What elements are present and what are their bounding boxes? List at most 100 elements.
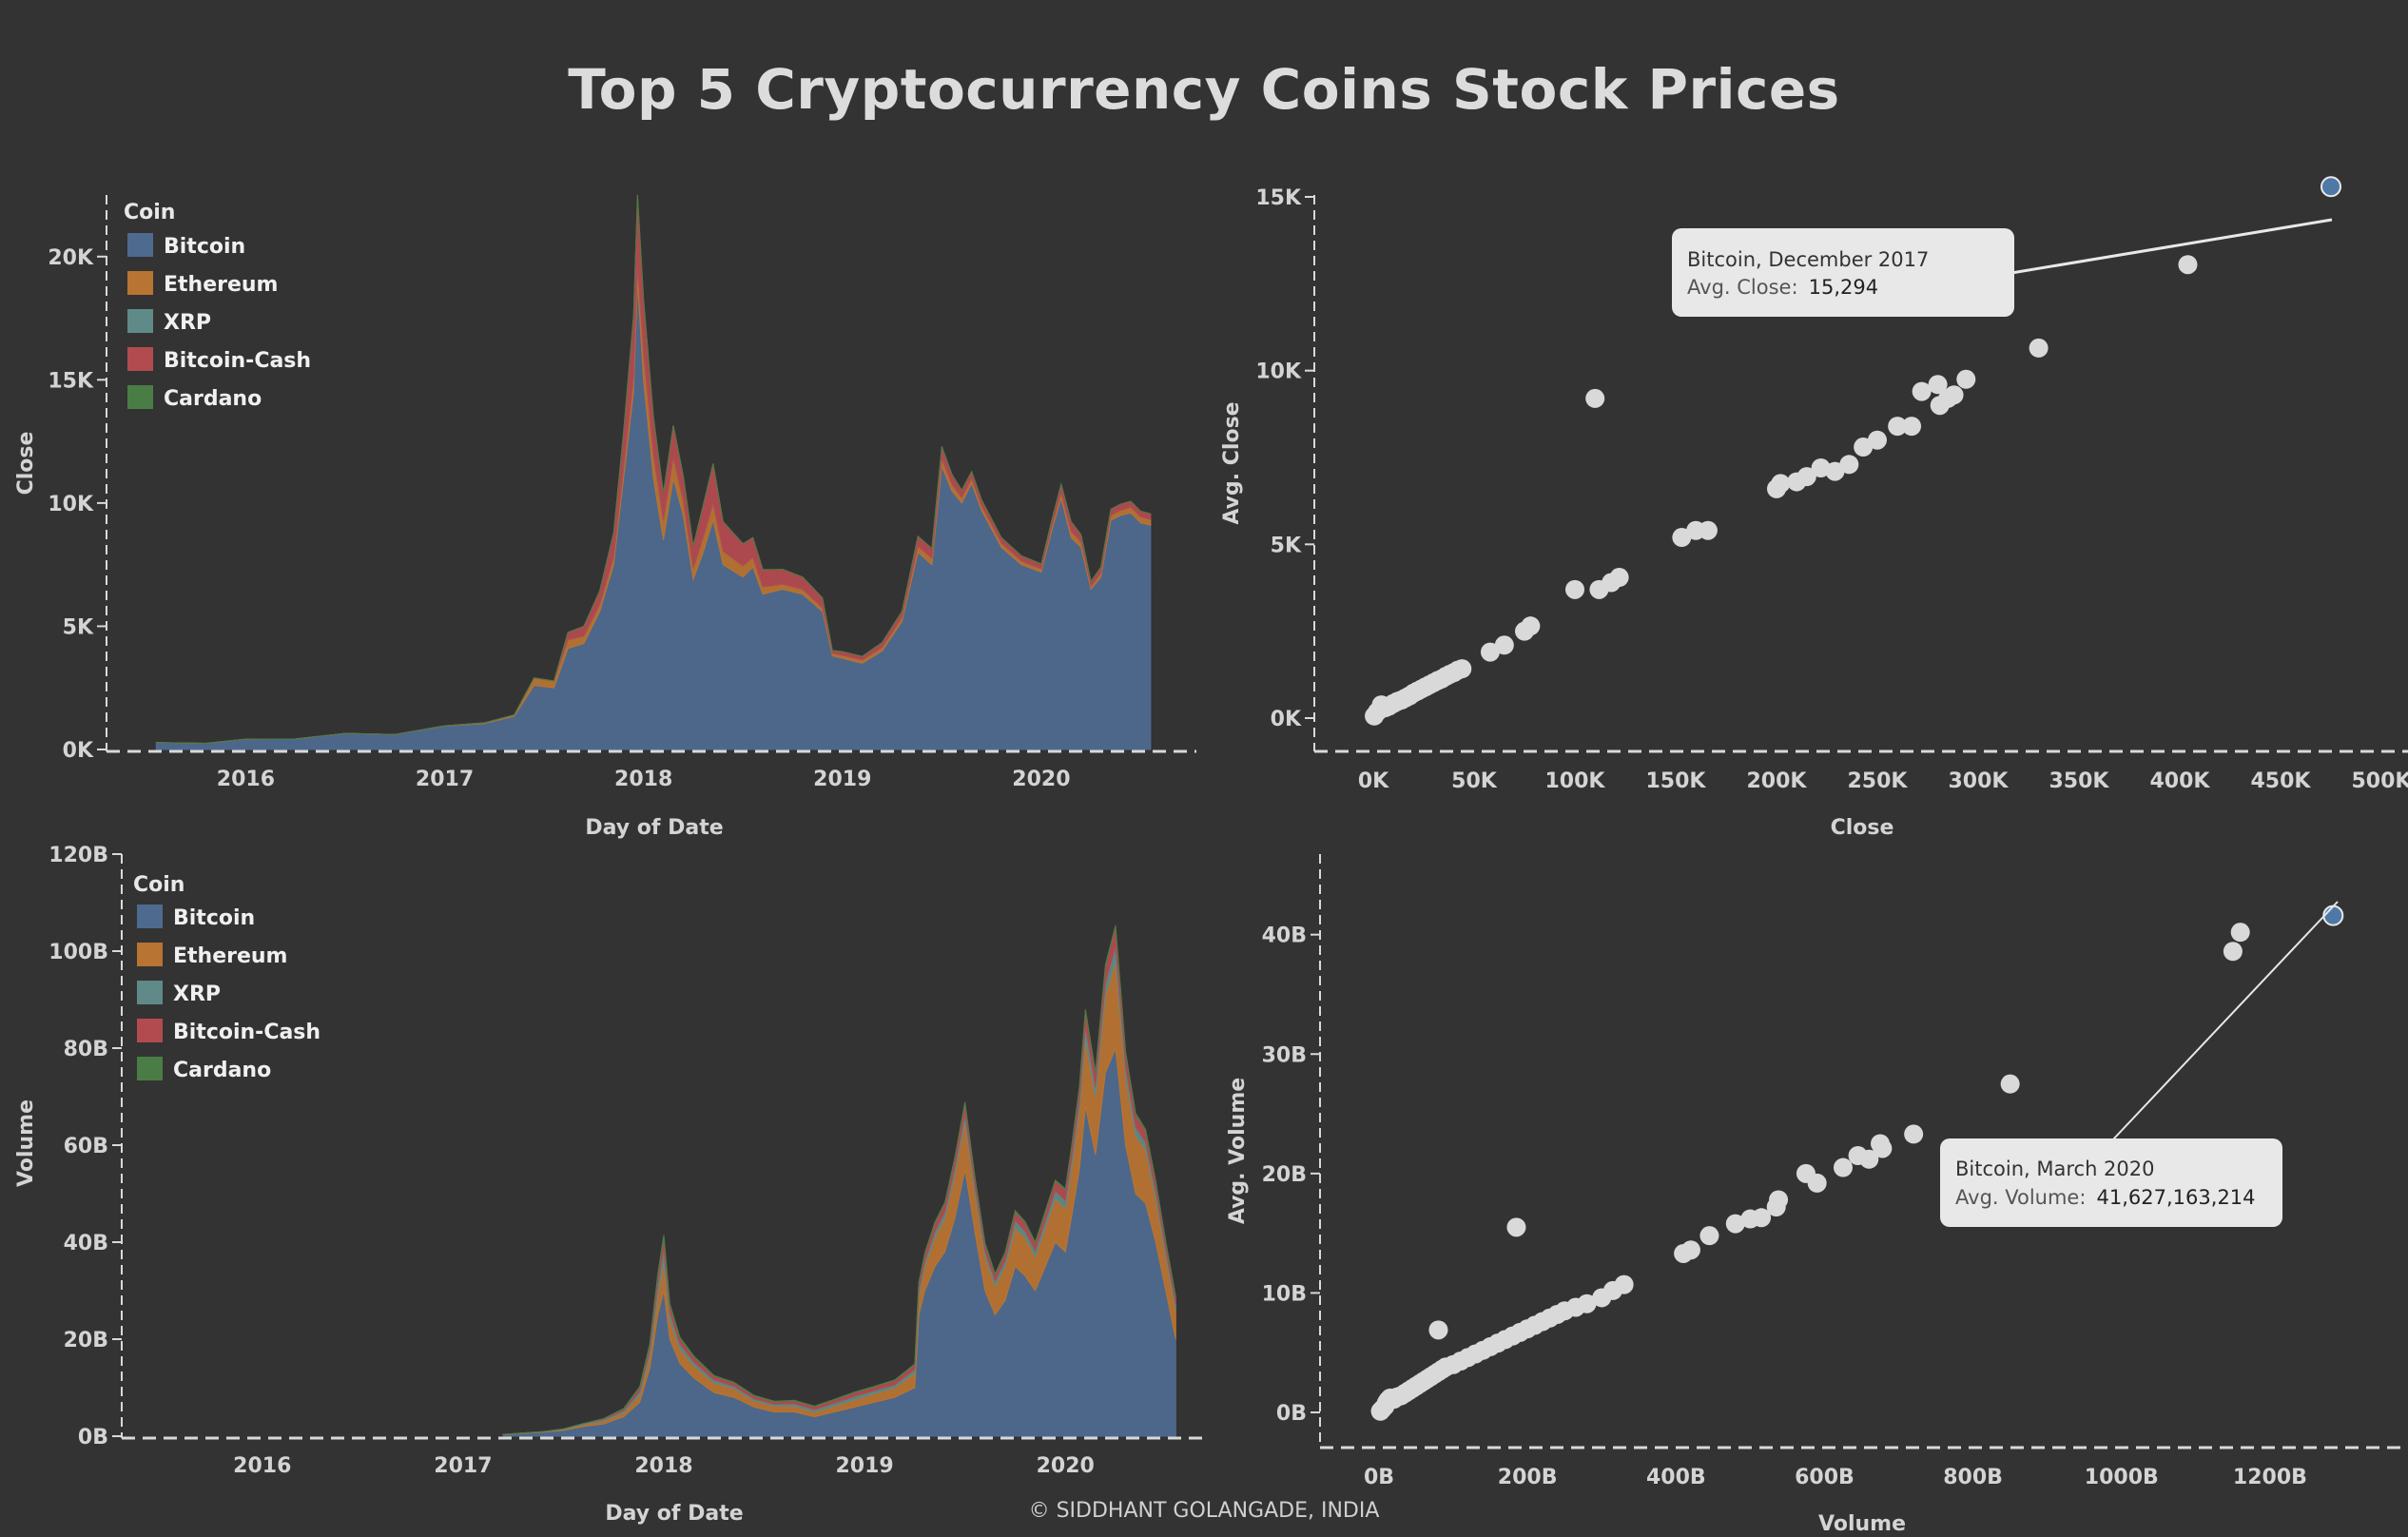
close-scatter-point[interactable]: [1565, 579, 1584, 599]
close-scatter-x-tick-label: 200K: [1747, 769, 1808, 793]
close-area-y-tick-label: 5K: [63, 615, 94, 639]
volume-scatter-point[interactable]: [1614, 1274, 1634, 1294]
close-scatter-x-tick-label: 300K: [1949, 769, 2010, 793]
close-area-series-cardano[interactable]: [156, 194, 1152, 745]
volume-scatter-y-tick-label: 40B: [1262, 924, 1307, 948]
close-area-x-title: Day of Date: [585, 816, 723, 840]
volume-scatter-point[interactable]: [1807, 1173, 1827, 1193]
volume-area-y-tick-label: 100B: [49, 941, 108, 964]
close-scatter-y-title: Avg. Close: [1220, 401, 1244, 524]
close-scatter-point[interactable]: [1888, 417, 1908, 437]
legend-item-cardano[interactable]: Cardano: [164, 387, 262, 411]
volume-area-series-bitcoin[interactable]: [502, 1047, 1176, 1437]
close-area-y-ticks: 0K 5K 10K 15K 20K: [48, 246, 107, 763]
volume-area-plot[interactable]: [502, 924, 1176, 1437]
close-scatter-chart[interactable]: 0K 5K 10K 15K 0K 50K 100K 150K 200K 250K 300K 350K…: [1220, 176, 2408, 840]
close-scatter-point[interactable]: [1944, 385, 1964, 405]
close-area-y-tick-label: 0K: [63, 739, 94, 763]
legend-item-bitcoin[interactable]: Bitcoin: [164, 235, 245, 259]
volume-scatter-point[interactable]: [1680, 1240, 1700, 1260]
close-scatter-point[interactable]: [1854, 438, 1874, 457]
volume-scatter-point[interactable]: [1904, 1124, 1924, 1144]
close-area-y-tick-label: 20K: [48, 246, 94, 270]
volume-tooltip-title: Bitcoin, March 2020: [1955, 1158, 2155, 1180]
legend-swatch-bitcoin-cash: [137, 1019, 163, 1042]
volume-scatter-point[interactable]: [1506, 1217, 1526, 1237]
legend-item-cardano[interactable]: Cardano: [173, 1059, 271, 1082]
legend-item-ethereum[interactable]: Ethereum: [173, 944, 287, 968]
close-scatter-point[interactable]: [1480, 642, 1500, 662]
volume-area-series-cardano[interactable]: [503, 924, 1176, 1435]
legend-item-bitcoin-cash[interactable]: Bitcoin-Cash: [164, 349, 311, 373]
volume-scatter-point[interactable]: [1428, 1320, 1448, 1340]
volume-scatter-point[interactable]: [1577, 1294, 1597, 1313]
volume-scatter-point[interactable]: [1769, 1190, 1789, 1210]
volume-area-x-tick-label: 2020: [1037, 1454, 1095, 1478]
volume-scatter-point[interactable]: [1752, 1208, 1772, 1228]
close-scatter-point[interactable]: [1796, 467, 1816, 487]
volume-scatter-point[interactable]: [1873, 1138, 1893, 1158]
close-scatter-x-tick-label: 400K: [2150, 769, 2211, 793]
close-scatter-point[interactable]: [1521, 616, 1541, 636]
close-scatter-point[interactable]: [1902, 417, 1922, 437]
volume-scatter-points[interactable]: [1370, 905, 2344, 1421]
close-scatter-point[interactable]: [1771, 474, 1791, 494]
volume-scatter-chart[interactable]: 0B 10B 20B 30B 40B 0B 200B 400B 600B 800B 1000B 12…: [1226, 854, 2408, 1536]
close-scatter-highlight-point[interactable]: [2321, 176, 2341, 198]
close-scatter-point[interactable]: [1452, 659, 1472, 679]
volume-tooltip-value: 41,627,163,214: [2097, 1186, 2256, 1209]
close-scatter-point[interactable]: [1609, 568, 1629, 588]
volume-scatter-point[interactable]: [2223, 942, 2243, 962]
close-area-y-tick-label: 10K: [48, 493, 94, 516]
volume-tooltip: Bitcoin, March 2020 Avg. Volume: 41,627,…: [1940, 1138, 2282, 1227]
legend-swatch-bitcoin-cash: [127, 347, 153, 371]
volume-scatter-x-ticks: 0B 200B 400B 600B 800B 1000B 1200B: [1364, 1466, 2307, 1489]
volume-scatter-point[interactable]: [2000, 1074, 2020, 1094]
close-scatter-y-tick-label: 0K: [1271, 708, 1302, 731]
close-scatter-point[interactable]: [1839, 455, 1859, 475]
close-scatter-point[interactable]: [1956, 369, 1976, 389]
volume-scatter-y-ticks: 0B 10B 20B 30B 40B: [1262, 924, 1320, 1426]
close-tooltip-label: Avg. Close:: [1687, 276, 1798, 299]
legend-item-xrp[interactable]: XRP: [164, 311, 211, 335]
volume-scatter-point[interactable]: [1859, 1149, 1879, 1169]
legend-item-bitcoin[interactable]: Bitcoin: [173, 906, 255, 930]
close-scatter-point[interactable]: [2029, 338, 2049, 358]
legend-item-bitcoin-cash[interactable]: Bitcoin-Cash: [173, 1021, 320, 1044]
close-scatter-point[interactable]: [1672, 528, 1692, 548]
volume-tooltip-pointer: [2112, 901, 2339, 1140]
close-scatter-point[interactable]: [1868, 430, 1887, 450]
legend-item-xrp[interactable]: XRP: [173, 983, 221, 1006]
volume-scatter-point[interactable]: [1833, 1158, 1853, 1177]
close-scatter-x-title: Close: [1831, 816, 1894, 840]
legend-swatch-bitcoin: [137, 905, 163, 928]
volume-scatter-point[interactable]: [1699, 1226, 1719, 1246]
close-area-x-tick-label: 2016: [217, 768, 275, 791]
close-scatter-point[interactable]: [1912, 381, 1932, 401]
volume-area-x-ticks: 2016 2017 2018 2019 2020: [233, 1454, 1095, 1478]
legend-swatch-ethereum: [127, 271, 153, 295]
close-area-x-tick-label: 2018: [614, 768, 672, 791]
volume-area-y-tick-label: 80B: [64, 1038, 108, 1061]
close-area-plot[interactable]: [155, 194, 1152, 750]
close-scatter-point[interactable]: [2178, 255, 2198, 275]
legend-title: Coin: [133, 873, 184, 897]
close-area-chart[interactable]: 0K 5K 10K 15K 20K 2016 2017 2018 2019 2020 Day o…: [14, 194, 1196, 840]
close-scatter-points[interactable]: [1365, 176, 2341, 726]
volume-scatter-point[interactable]: [1725, 1214, 1745, 1234]
close-scatter-point[interactable]: [1698, 520, 1718, 540]
close-scatter-point[interactable]: [1825, 461, 1845, 481]
close-scatter-x-ticks: 0K 50K 100K 150K 200K 250K 300K 350K 400K 450K 500…: [1358, 769, 2408, 793]
legend-item-ethereum[interactable]: Ethereum: [164, 273, 278, 297]
close-scatter-point[interactable]: [1928, 375, 1948, 395]
volume-area-x-tick-label: 2016: [233, 1454, 291, 1478]
volume-scatter-point[interactable]: [2230, 923, 2250, 943]
volume-tooltip-line: Avg. Volume: 41,627,163,214: [1955, 1186, 2256, 1209]
close-scatter-point[interactable]: [1585, 388, 1605, 408]
close-scatter-point[interactable]: [1494, 635, 1514, 655]
volume-scatter-highlight-point[interactable]: [2322, 905, 2344, 926]
legend-swatch-cardano: [137, 1057, 163, 1080]
volume-area-y-tick-label: 40B: [64, 1232, 108, 1255]
close-scatter-x-tick-label: 0K: [1358, 769, 1389, 793]
